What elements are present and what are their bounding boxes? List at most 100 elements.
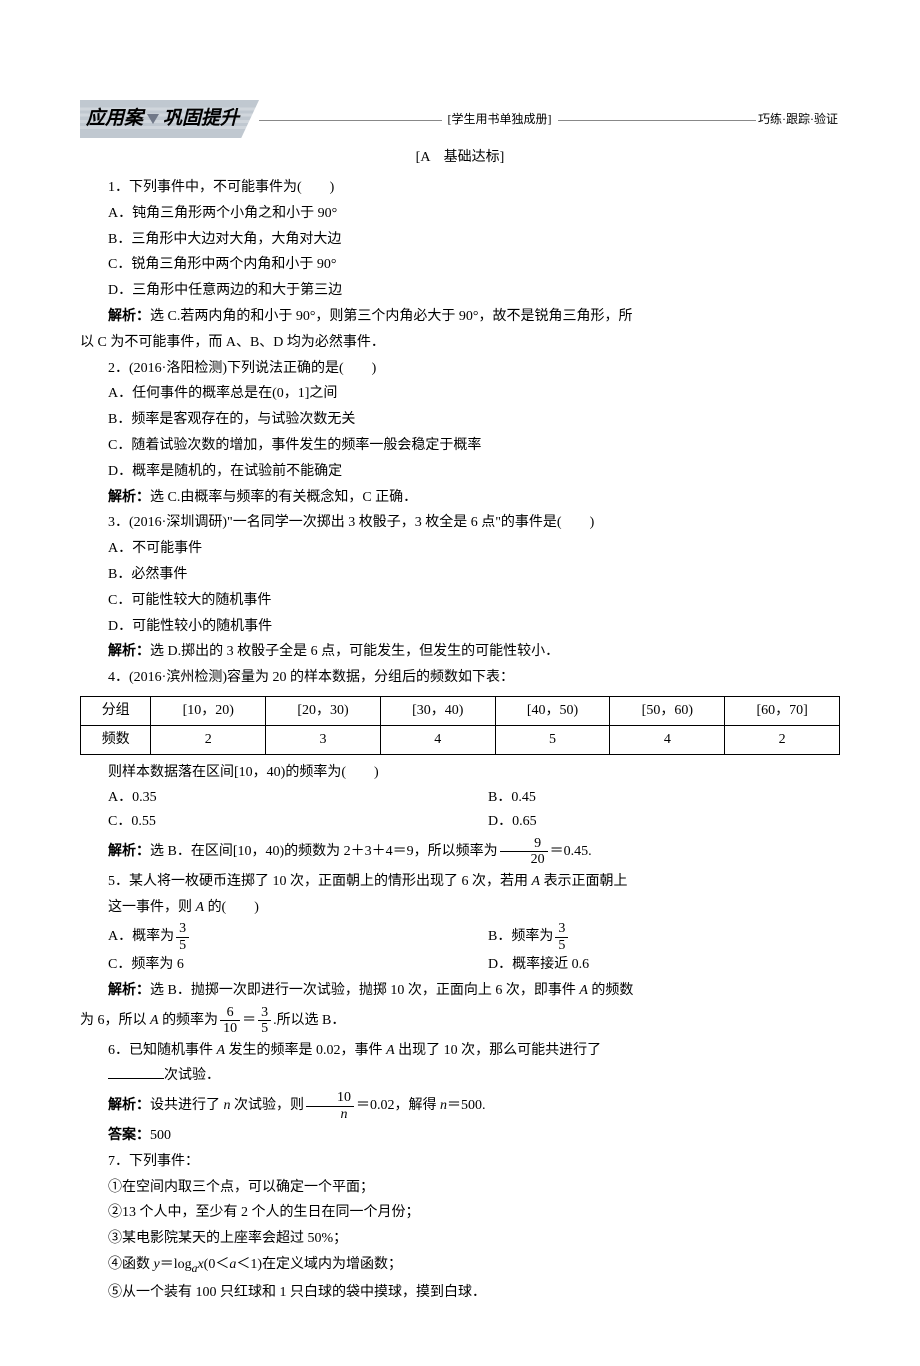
q1-opt-b: B．三角形中大边对大角，大角对大边 — [80, 228, 840, 252]
q5-sol1-end: 的频数 — [588, 983, 634, 998]
q4-opt-a: A．0.35 — [80, 786, 460, 810]
q5-sol2b: 的频率为 — [159, 1013, 219, 1028]
frac-den: 10 — [220, 1021, 240, 1036]
q2-opt-d: D．概率是随机的，在试验前不能确定 — [80, 460, 840, 484]
q5-opt-a: A．概率为35 — [80, 921, 460, 953]
q1-sol-lead: 解析： — [108, 309, 150, 324]
q6-stem-line2: 次试验． — [80, 1064, 840, 1088]
q6-answer: 答案：500 — [80, 1124, 840, 1148]
q4-fraction: 920 — [500, 836, 548, 868]
frac-num: 3 — [258, 1005, 271, 1021]
header-mid-note: [学生用书单独成册] — [259, 109, 740, 129]
q6-sol-mid: 次试验，则 — [231, 1098, 305, 1113]
q7-i4cond: (0＜ — [204, 1257, 230, 1272]
q5-f1: 610 — [220, 1005, 240, 1037]
q5-stem-line1: 5．某人将一枚硬币连掷了 10 次，正面朝上的情形出现了 6 次，若用 A 表示… — [80, 870, 840, 894]
q3-opt-d: D．可能性较小的随机事件 — [80, 615, 840, 639]
section-label: [A 基础达标] — [80, 146, 840, 170]
frac-num: 10 — [306, 1090, 354, 1106]
q5-opt-b: B．频率为35 — [460, 921, 840, 953]
q7-stem: 7．下列事件： — [80, 1150, 840, 1174]
q5-eq: ＝ — [242, 1013, 256, 1028]
q4-frequency-table: 分组 [10，20) [20，30) [30，40) [40，50) [50，6… — [80, 696, 840, 755]
q5-stem2: 表示正面朝上 — [540, 874, 628, 889]
frac-den: 5 — [258, 1021, 271, 1036]
q4-sol-pre: 选 B．在区间[10，40)的频数为 2＋3＋4＝9，所以频率为 — [150, 844, 498, 859]
q1-stem: 1．下列事件中，不可能事件为( ) — [80, 176, 840, 200]
q2-solution: 解析：选 C.由概率与频率的有关概念知，C 正确． — [80, 486, 840, 510]
section-title: 应用案 巩固提升 — [80, 100, 259, 138]
q2-sol-lead: 解析： — [108, 490, 150, 505]
table-header: [30，40) — [380, 697, 495, 726]
q5-a-text: A．概率为 — [108, 930, 174, 945]
q6-ans-lead: 答案： — [108, 1128, 150, 1143]
table-cell: 2 — [725, 725, 840, 754]
q3-stem: 3．(2016·深圳调研)"一名同学一次掷出 3 枚骰子，3 枚全是 6 点"的… — [80, 511, 840, 535]
frac-num: 6 — [220, 1005, 240, 1021]
frac-num: 3 — [176, 921, 189, 937]
q5-stem1: 5．某人将一枚硬币连掷了 10 次，正面朝上的情形出现了 6 次，若用 — [108, 874, 532, 889]
title-left: 应用案 — [86, 103, 143, 135]
table-header: [60，70] — [725, 697, 840, 726]
table-cell: 5 — [495, 725, 610, 754]
q3-sol: 选 D.掷出的 3 枚骰子全是 6 点，可能发生，但发生的可能性较小． — [150, 644, 559, 659]
q5-solution-line1: 解析：选 B．抛掷一次即进行一次试验，抛掷 10 次，正面向上 6 次，即事件 … — [80, 979, 840, 1003]
q3-solution: 解析：选 D.掷出的 3 枚骰子全是 6 点，可能发生，但发生的可能性较小． — [80, 640, 840, 664]
q1-sol1: 选 C.若两内角的和小于 90°，则第三个内角必大于 90°，故不是锐角三角形，… — [150, 309, 633, 324]
q5-stem3: 这一事件，则 — [108, 900, 196, 915]
q1-opt-c: C．锐角三角形中两个内角和小于 90° — [80, 253, 840, 277]
q7-item3: ③某电影院某天的上座率会超过 50%； — [80, 1227, 840, 1251]
q5-var-a: A — [532, 874, 541, 889]
table-cell: 3 — [266, 725, 381, 754]
table-cell: 2 — [151, 725, 266, 754]
table-header: 分组 — [81, 697, 151, 726]
q5-var-a2: A — [196, 900, 205, 915]
q5-stem-line2: 这一事件，则 A 的( ) — [80, 896, 840, 920]
q6-solution: 解析：设共进行了 n 次试验，则10n＝0.02，解得 n＝500. — [80, 1090, 840, 1122]
q6-sol-pre: 设共进行了 — [150, 1098, 224, 1113]
q5-var-a3: A — [579, 983, 588, 998]
frac-num: 3 — [555, 921, 568, 937]
q4-opt-b: B．0.45 — [460, 786, 840, 810]
frac-den: n — [306, 1107, 354, 1122]
q7-item1: ①在空间内取三个点，可以确定一个平面； — [80, 1176, 840, 1200]
q7-item5: ⑤从一个装有 100 只红球和 1 只白球的袋中摸球，摸到白球． — [80, 1281, 840, 1305]
right-note-text: 巧练·跟踪·验证 — [756, 112, 840, 126]
q6-sol-post: ＝0.02，解得 — [356, 1098, 440, 1113]
mid-note-text: [学生用书单独成册] — [442, 112, 558, 126]
table-data-row: 频数 2 3 4 5 4 2 — [81, 725, 840, 754]
q4-opt-c: C．0.55 — [80, 810, 460, 834]
q7-item2: ②13 个人中，至少有 2 个人的生日在同一个月份； — [80, 1201, 840, 1225]
q6-blank — [108, 1065, 164, 1079]
q6-stem1: 6．已知随机事件 — [108, 1043, 217, 1058]
header-right-note: 巧练·跟踪·验证 — [740, 109, 840, 129]
q5-stem4: 的( ) — [204, 900, 259, 915]
q7-item4: ④函数 y＝logax(0＜a＜1)在定义域内为增函数； — [80, 1253, 840, 1279]
q4-opt-d: D．0.65 — [460, 810, 840, 834]
q5-sol1: 选 B．抛掷一次即进行一次试验，抛掷 10 次，正面向上 6 次，即事件 — [150, 983, 579, 998]
q6-sol-post2: ＝500. — [447, 1098, 486, 1113]
q4-sol-post: ＝0.45. — [550, 844, 592, 859]
table-cell: 4 — [610, 725, 725, 754]
q6-frac: 10n — [306, 1090, 354, 1122]
q4-stem: 4．(2016·滨州检测)容量为 20 的样本数据，分组后的频数如下表： — [80, 666, 840, 690]
q7-i4a: ④函数 — [108, 1257, 154, 1272]
q5-a-frac: 35 — [176, 921, 189, 953]
q3-opt-b: B．必然事件 — [80, 563, 840, 587]
q4-sol-lead: 解析： — [108, 844, 150, 859]
table-header-row: 分组 [10，20) [20，30) [30，40) [40，50) [50，6… — [81, 697, 840, 726]
q5-sol2a: 为 6，所以 — [80, 1013, 150, 1028]
q2-opt-a: A．任何事件的概率总是在(0，1]之间 — [80, 382, 840, 406]
q1-opt-d: D．三角形中任意两边的和大于第三边 — [80, 279, 840, 303]
frac-den: 5 — [176, 938, 189, 953]
q3-opt-a: A．不可能事件 — [80, 537, 840, 561]
q1-solution-line1: 解析：选 C.若两内角的和小于 90°，则第三个内角必大于 90°，故不是锐角三… — [80, 305, 840, 329]
q6-stem3: 出现了 10 次，那么可能共进行了 — [395, 1043, 602, 1058]
q2-stem: 2．(2016·洛阳检测)下列说法正确的是( ) — [80, 357, 840, 381]
q5-var-a4: A — [150, 1013, 159, 1028]
q2-sol: 选 C.由概率与频率的有关概念知，C 正确． — [150, 490, 417, 505]
table-header: [50，60) — [610, 697, 725, 726]
q2-opt-b: B．频率是客观存在的，与试验次数无关 — [80, 408, 840, 432]
q5-f2: 35 — [258, 1005, 271, 1037]
q5-solution-line2: 为 6，所以 A 的频率为610＝35.所以选 B． — [80, 1005, 840, 1037]
